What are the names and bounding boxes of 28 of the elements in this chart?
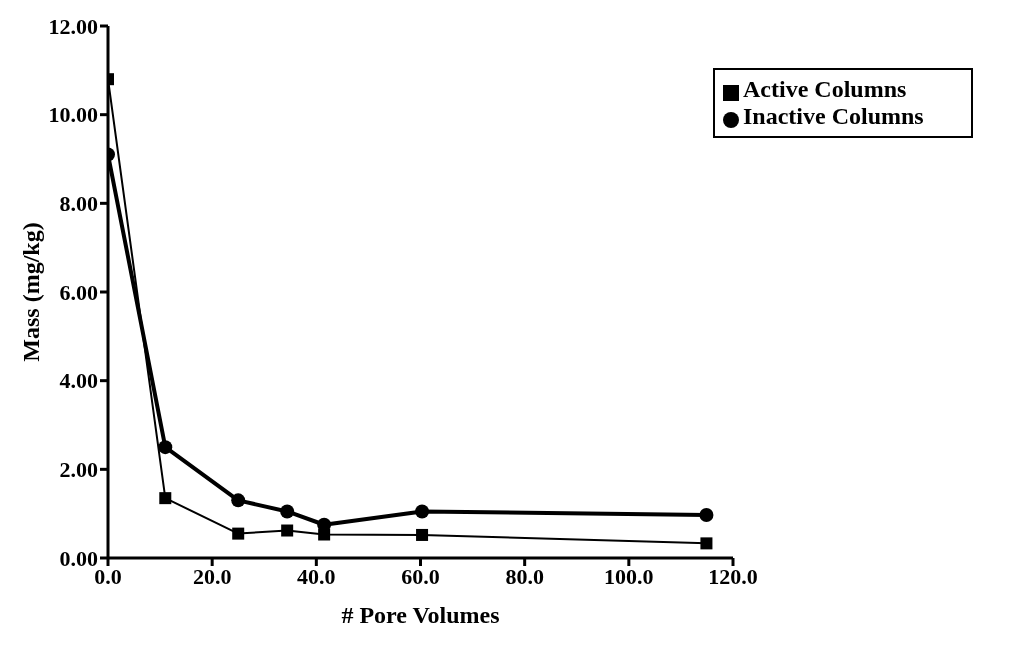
point: [281, 524, 294, 537]
y-tick-label: 12.00: [48, 13, 98, 39]
point: [699, 508, 714, 522]
point: [415, 504, 430, 519]
legend-label: Active Columns: [743, 76, 907, 102]
point: [280, 504, 295, 519]
point: [159, 492, 172, 505]
point: [318, 528, 331, 541]
legend-label: Inactive Columns: [743, 103, 924, 129]
y-axis-title: Mass (mg/kg): [17, 222, 44, 362]
y-tick-label: 8.00: [59, 191, 98, 217]
point: [416, 528, 429, 541]
x-tick-label: 80.0: [505, 563, 544, 589]
y-tick-label: 6.00: [59, 279, 98, 305]
y-tick-label: 0.00: [59, 545, 98, 571]
point: [700, 537, 713, 550]
x-tick-label: 40.0: [297, 563, 336, 589]
x-tick-label: 120.0: [708, 563, 758, 589]
y-tick-label: 4.00: [59, 368, 98, 394]
x-tick-label: 60.0: [401, 563, 440, 589]
x-axis-title: # Pore Volumes: [341, 602, 500, 629]
point: [158, 440, 173, 455]
point: [231, 493, 246, 508]
x-tick-label: 100.0: [604, 563, 654, 589]
point: [232, 527, 245, 540]
y-tick-label: 10.00: [48, 102, 98, 128]
x-tick-label: 20.0: [192, 563, 232, 589]
y-tick-label: 2.00: [59, 457, 98, 483]
